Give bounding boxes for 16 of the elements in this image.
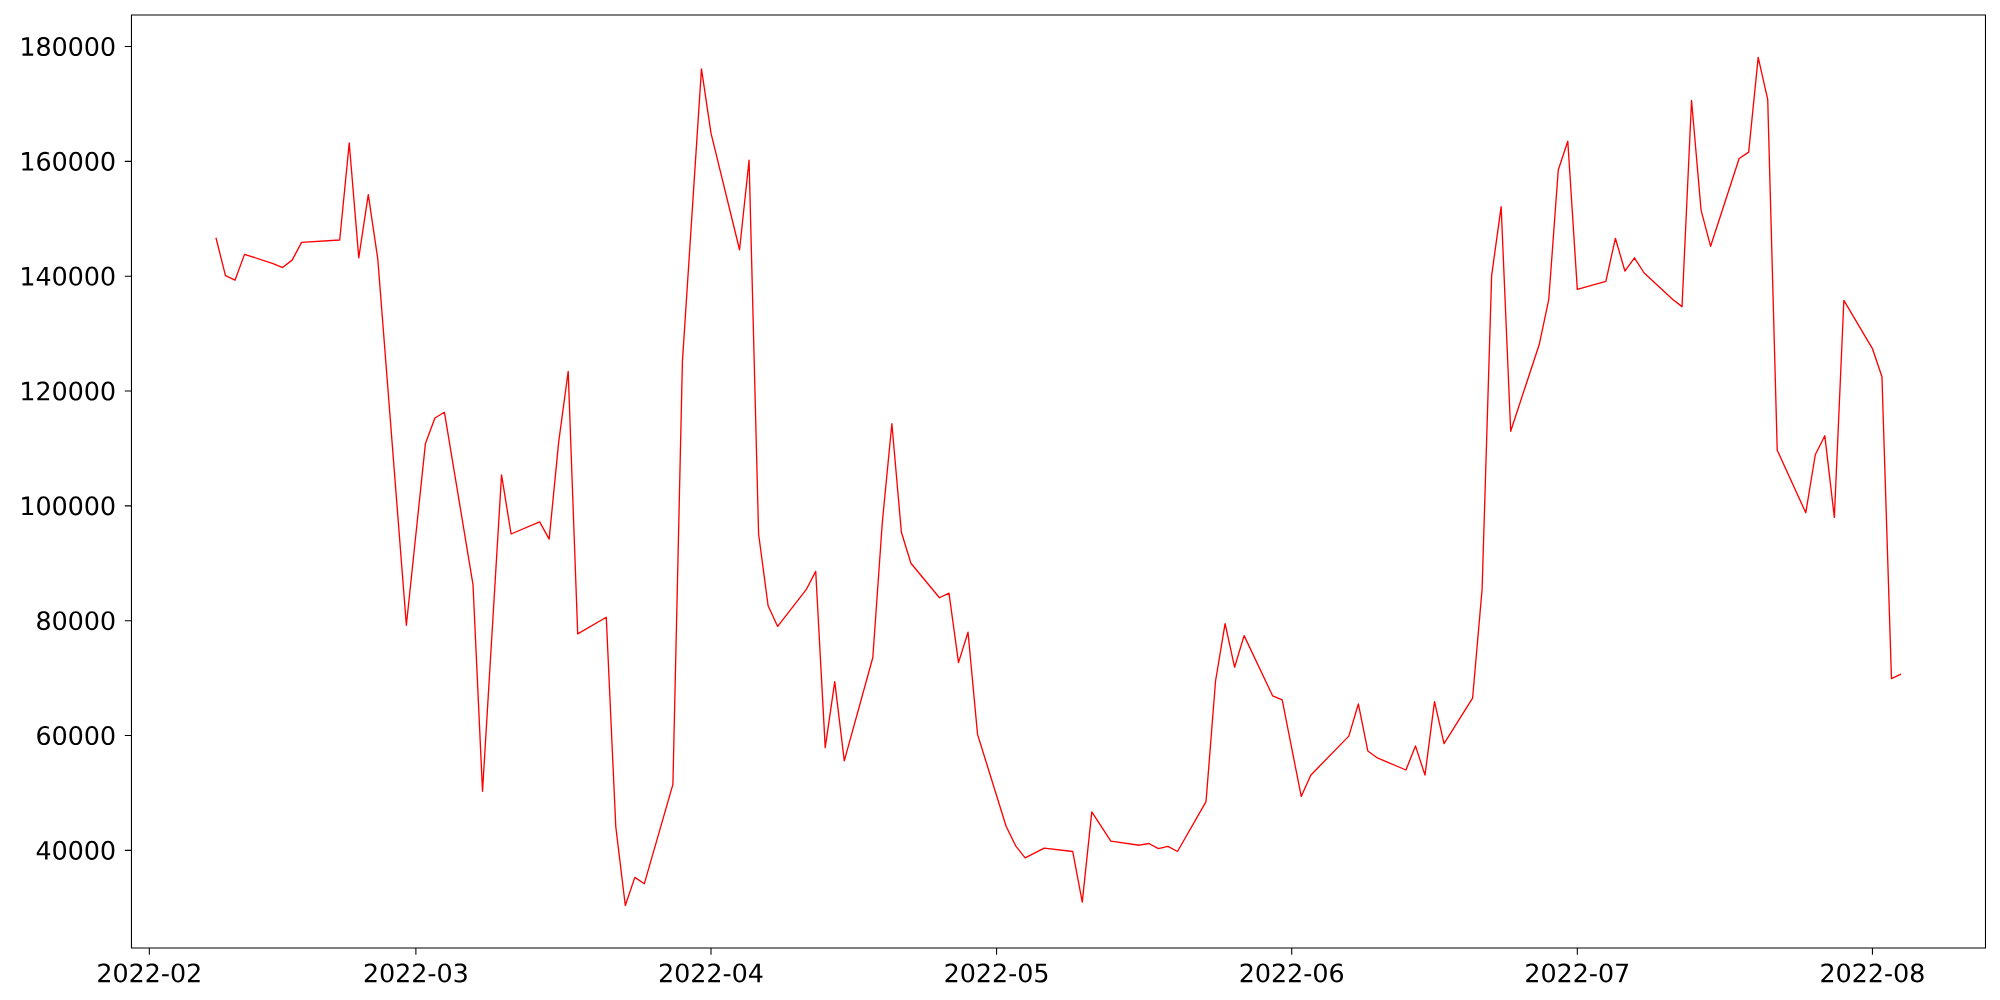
y-tick-label: 40000 — [36, 840, 115, 860]
x-tick-label: 2022-08 — [1821, 963, 1924, 983]
y-tick-label: 180000 — [22, 36, 115, 57]
y-tick-label: 100000 — [22, 496, 115, 516]
x-tick-label: 2022-05 — [945, 963, 1048, 983]
y-tick-label: 160000 — [22, 151, 115, 171]
y-tick-label: 60000 — [37, 725, 115, 746]
y-tick-label: 120000 — [22, 381, 115, 401]
x-tick-label: 2022-04 — [659, 963, 763, 983]
x-tick-label: 2022-02 — [98, 963, 200, 983]
x-tick-label: 2022-07 — [1526, 963, 1629, 983]
y-tick-label: 80000 — [37, 611, 115, 631]
y-tick-label: 140000 — [22, 266, 115, 286]
x-tick-label: 2022-06 — [1240, 963, 1343, 983]
x-tick-label: 2022-03 — [364, 963, 467, 983]
line-series — [215, 56, 1902, 907]
